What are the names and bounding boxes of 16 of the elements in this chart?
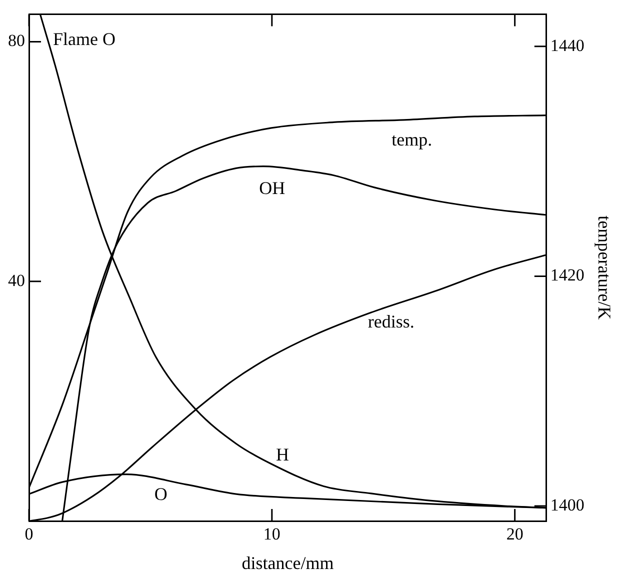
y2-tick-label: 1420 <box>550 266 584 285</box>
series-label: H <box>276 444 290 464</box>
x-tick-label: 0 <box>24 524 34 544</box>
series-label: rediss. <box>368 312 414 332</box>
x-axis-title: distance/mm <box>242 552 334 573</box>
y2-axis-title: temperature/K <box>594 216 614 320</box>
series-label: OH <box>259 178 286 198</box>
y2-tick-label: 1440 <box>550 36 584 55</box>
y-tick-label: 40 <box>8 270 25 290</box>
series-label: O <box>154 484 168 504</box>
x-tick-label: 20 <box>506 524 524 544</box>
annotation: Flame O <box>53 28 116 49</box>
x-tick-label: 10 <box>263 524 280 544</box>
y2-tick-label: 1400 <box>550 496 584 515</box>
y-tick-label: 80 <box>8 31 25 50</box>
series-label: temp. <box>392 129 432 150</box>
